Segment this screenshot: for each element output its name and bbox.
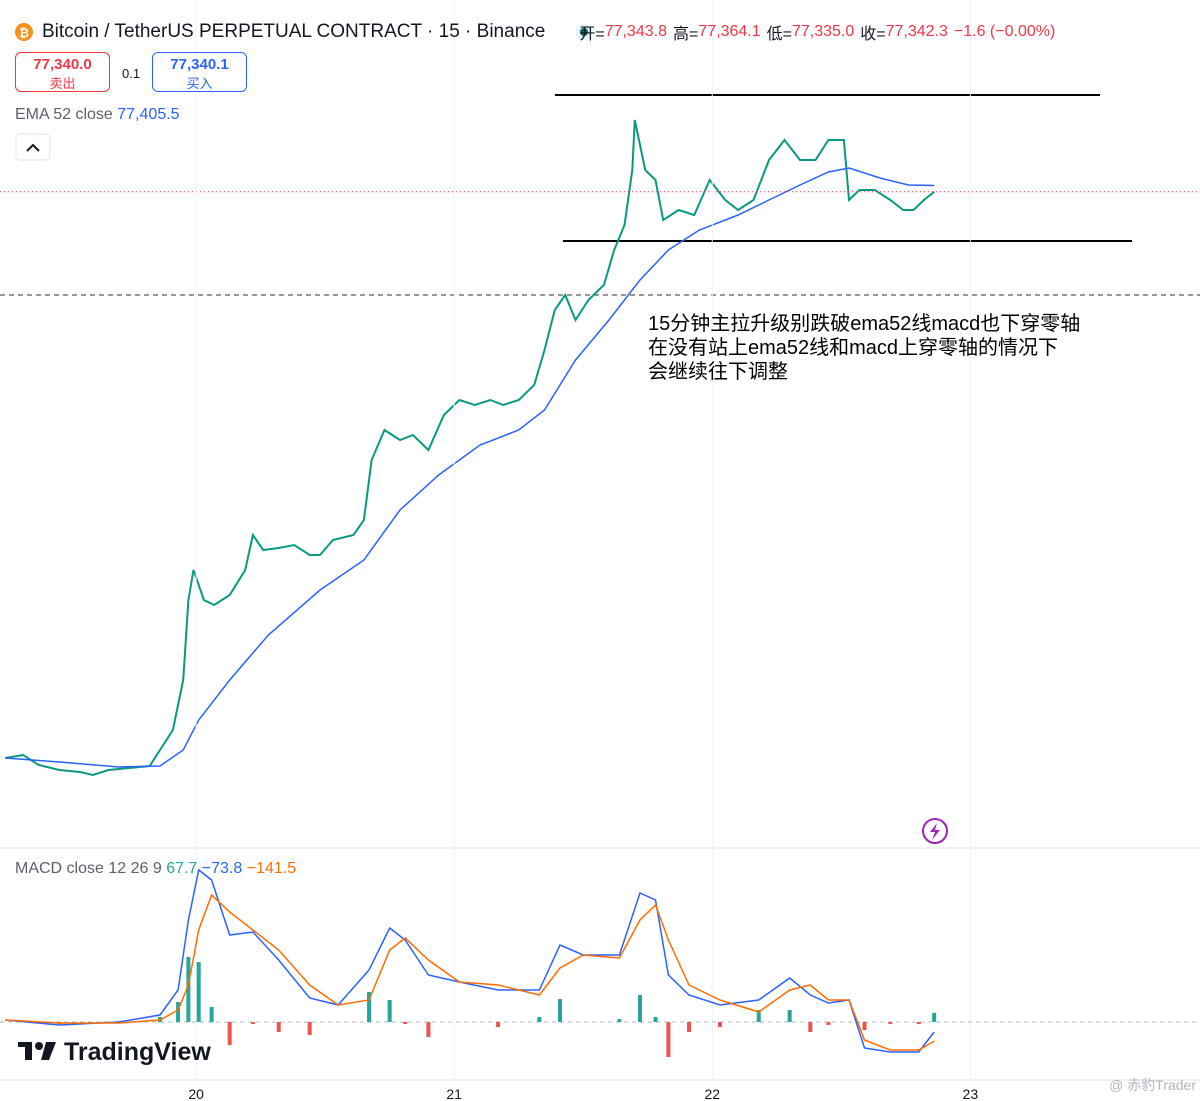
histogram-bar — [862, 1022, 867, 1030]
buy-label: 买入 — [186, 76, 213, 91]
sell-label: 卖出 — [49, 76, 76, 91]
price-line — [5, 119, 935, 777]
lightning-glyph — [930, 823, 940, 840]
header: Bitcoin / TetherUS PERPETUAL CONTRACT · … — [42, 20, 1055, 44]
macd-legend: MACD close 12 26 9 67.7 −73.8 −141.5 — [15, 860, 296, 878]
histogram-bar — [916, 1022, 921, 1025]
quantity: 0.1 — [122, 66, 141, 81]
histogram-bar — [537, 1017, 542, 1023]
btc-glyph: ₿ — [19, 26, 29, 40]
ohlc-label: 收= — [860, 26, 886, 43]
ohlc-label: 高= — [672, 26, 699, 43]
x-tick-label: 20 — [188, 1086, 204, 1101]
x-tick-label: 23 — [963, 1086, 979, 1101]
sell-price: 77,340.0 — [33, 56, 92, 73]
annotation-line: 15分钟主拉升级别跌破ema52线macd也下穿零轴 — [648, 313, 1081, 335]
histogram-bar — [756, 1010, 761, 1023]
ohlc-label: 低= — [766, 26, 792, 43]
histogram-bar — [888, 1022, 893, 1025]
macd-line — [5, 868, 935, 1053]
lightning-icon[interactable] — [922, 818, 948, 844]
histogram-bar — [932, 1012, 937, 1023]
histogram-bar — [653, 1017, 658, 1023]
histogram-bar — [617, 1019, 622, 1023]
symbol-title: Bitcoin / TetherUS PERPETUAL CONTRACT · … — [42, 21, 546, 42]
histogram-bar — [826, 1022, 831, 1025]
ohlc-value: 77,342.3 — [885, 23, 948, 40]
histogram-bar — [196, 962, 201, 1023]
ohlc-value: 77,335.0 — [791, 23, 855, 40]
histogram-bar — [558, 999, 562, 1023]
btc-icon — [15, 23, 33, 41]
histogram-bar — [808, 1022, 813, 1033]
logo-mark — [41, 1042, 56, 1060]
macd-value: −73.8 — [201, 860, 243, 877]
histogram-bar — [496, 1022, 501, 1028]
histogram-bar — [227, 1022, 232, 1045]
histogram-bar — [687, 1022, 692, 1033]
collapse-button[interactable] — [15, 133, 51, 161]
signal-value: −141.5 — [246, 860, 297, 877]
hist-value: 67.7 — [166, 860, 198, 877]
histogram-bar — [209, 1007, 214, 1023]
x-tick-label: 22 — [704, 1086, 720, 1101]
histogram-bar — [367, 992, 372, 1023]
logo-text: TradingView — [64, 1038, 211, 1066]
histogram-bar — [276, 1022, 281, 1033]
histogram-bar — [718, 1022, 722, 1028]
status-dot — [580, 28, 588, 36]
signal-line — [5, 893, 935, 1051]
sell-button[interactable]: 77,340.0 卖出 — [15, 52, 110, 92]
histogram-bar — [186, 957, 191, 1023]
histogram-bar — [426, 1022, 431, 1038]
chevron — [26, 143, 40, 152]
buy-price: 77,340.1 — [170, 56, 229, 73]
ema-label: EMA 52 close — [15, 106, 113, 123]
ohlc-value: 77,343.8 — [604, 23, 667, 40]
x-tick-label: 21 — [446, 1086, 462, 1101]
histogram-bar — [250, 1022, 255, 1025]
ohlc-label: 开= — [579, 26, 605, 43]
change: −1.6 (−0.00%) — [953, 23, 1056, 40]
histogram-bar — [307, 1022, 312, 1035]
buy-button[interactable]: 77,340.1 买入 — [152, 52, 247, 92]
annotation: 15分钟主拉升级别跌破ema52线macd也下穿零轴 在没有站上ema52线和m… — [648, 312, 1080, 384]
ema-legend: EMA 52 close 77,405.5 — [15, 106, 180, 124]
histogram-bar — [638, 995, 642, 1023]
histogram-bar — [176, 1002, 181, 1023]
watermark: @ 赤豹Trader — [1109, 1077, 1196, 1093]
histogram-bar — [666, 1022, 671, 1058]
ema-value: 77,405.5 — [117, 106, 180, 123]
histogram-bar — [403, 1022, 408, 1025]
logo-mark — [35, 1042, 43, 1050]
histogram-bar — [787, 1010, 792, 1023]
ohlc-value: 77,364.1 — [698, 23, 761, 40]
annotation-line: 会继续往下调整 — [648, 361, 788, 383]
logo-mark — [25, 1042, 32, 1060]
histogram-bar — [387, 1000, 392, 1023]
macd-label: MACD close 12 26 9 — [15, 860, 162, 877]
ema-line — [5, 167, 935, 768]
annotation-line: 在没有站上ema52线和macd上穿零轴的情况下 — [648, 337, 1059, 359]
